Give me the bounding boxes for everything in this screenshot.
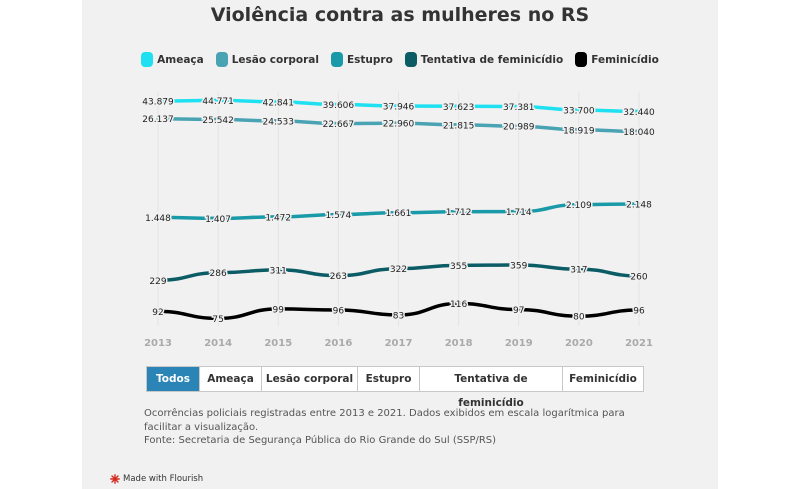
data-label: 260 — [630, 272, 647, 282]
tab-estupro[interactable]: Estupro — [357, 367, 419, 391]
data-label: 311 — [270, 266, 287, 276]
series-line — [156, 98, 641, 114]
data-label: 39.606 — [323, 101, 355, 111]
legend-label: Tentativa de feminicídio — [420, 53, 564, 66]
legend-label: Feminicídio — [591, 53, 659, 66]
legend-item-tentativa-de-feminicidio[interactable]: Tentativa de feminicídio — [404, 52, 564, 67]
data-label: 97 — [513, 306, 524, 316]
chart-panel: Violência contra as mulheres no RS Ameaç… — [82, 0, 718, 489]
tab-feminicidio[interactable]: Feminicídio — [562, 367, 643, 391]
tab-ameaca[interactable]: Ameaça — [199, 367, 261, 391]
data-label: 22.960 — [383, 120, 415, 130]
data-label: 286 — [210, 269, 227, 279]
chart-caption: Ocorrências policiais registradas entre … — [144, 407, 664, 448]
data-label: 83 — [393, 311, 404, 321]
x-tick-label: 2021 — [625, 338, 653, 349]
data-label: 24.533 — [263, 117, 295, 127]
data-label: 322 — [390, 265, 407, 275]
x-tick-label: 2018 — [445, 338, 473, 349]
data-label: 96 — [633, 306, 645, 316]
tab-todos[interactable]: Todos — [147, 367, 199, 391]
data-label: 75 — [212, 315, 223, 325]
data-label: 355 — [450, 262, 467, 272]
x-tick-label: 2014 — [204, 338, 232, 349]
data-label: 25.542 — [202, 116, 234, 126]
data-label: 33.700 — [563, 107, 595, 117]
legend-swatch — [404, 52, 417, 67]
legend-item-lesao-corporal[interactable]: Lesão corporal — [215, 52, 319, 67]
data-label: 43.879 — [142, 98, 174, 108]
x-tick-label: 2017 — [385, 338, 413, 349]
data-label: 1.661 — [386, 209, 412, 219]
legend-swatch — [575, 52, 588, 67]
legend-label: Lesão corporal — [231, 53, 319, 66]
legend-item-feminicidio[interactable]: Feminicídio — [575, 52, 659, 67]
x-tick-label: 2013 — [144, 338, 172, 349]
data-label: 32.440 — [623, 108, 655, 118]
data-label: 21.815 — [443, 121, 475, 131]
made-with-flourish[interactable]: Made with Flourish — [110, 474, 203, 484]
legend-label: Estupro — [346, 53, 393, 66]
data-label: 37.381 — [503, 103, 535, 113]
data-label: 26.137 — [142, 115, 174, 125]
chart-title: Violência contra as mulheres no RS — [210, 4, 590, 26]
data-label: 317 — [570, 266, 587, 276]
legend-item-estupro[interactable]: Estupro — [330, 52, 393, 67]
legend-swatch — [141, 52, 154, 67]
legend: Ameaça Lesão corporal Estupro Tentativa … — [82, 52, 718, 67]
line-chart: 2013 2014 2015 2016 2017 2018 2019 2020 2021 43.8… — [141, 92, 657, 349]
data-label: 1.712 — [446, 208, 472, 218]
filter-tabs: Todos Ameaça Lesão corporal Estupro Tent… — [146, 366, 644, 409]
data-label: 92 — [152, 308, 163, 318]
data-label: 1.407 — [205, 215, 231, 225]
data-label: 116 — [450, 300, 467, 310]
data-label: 22.667 — [323, 120, 355, 130]
data-label: 96 — [333, 306, 345, 316]
data-label: 42.841 — [263, 98, 295, 108]
data-label: 1.714 — [506, 208, 532, 218]
flourish-logo-icon — [110, 474, 120, 484]
data-label: 229 — [149, 277, 166, 287]
x-tick-label: 2020 — [565, 338, 593, 349]
legend-swatch — [215, 52, 228, 67]
legend-swatch — [330, 52, 343, 67]
data-label: 18.040 — [623, 128, 655, 138]
data-label: 99 — [273, 305, 285, 315]
flourish-credit: Made with Flourish — [123, 474, 204, 484]
legend-label: Ameaça — [157, 53, 204, 66]
data-label: 263 — [330, 272, 347, 282]
data-label: 2.148 — [626, 200, 652, 210]
caption-note: Ocorrências policiais registradas entre … — [144, 408, 625, 433]
data-label: 1.574 — [325, 211, 351, 221]
series-line — [156, 263, 641, 283]
data-label: 1.472 — [265, 213, 291, 223]
caption-source: Fonte: Secretaria de Segurança Pública d… — [144, 435, 497, 446]
legend-item-ameaca[interactable]: Ameaça — [141, 52, 204, 67]
x-tick-label: 2016 — [324, 338, 352, 349]
x-tick-label: 2015 — [264, 338, 292, 349]
data-label: 359 — [510, 261, 527, 271]
tab-tentativa-de-feminicidio[interactable]: Tentativa de feminicídio — [419, 367, 562, 409]
series-line — [156, 116, 641, 134]
data-label: 1.448 — [145, 214, 171, 224]
data-label: 20.989 — [503, 123, 535, 133]
data-label: 18.919 — [563, 126, 595, 136]
data-label: 37.946 — [383, 103, 415, 113]
data-label: 37.623 — [443, 103, 475, 113]
series-line — [156, 301, 641, 321]
data-label: 44.771 — [202, 97, 234, 107]
tab-lesao-corporal[interactable]: Lesão corporal — [261, 367, 357, 391]
series-line — [156, 202, 641, 221]
data-label: 80 — [573, 313, 585, 323]
data-label: 2.109 — [566, 201, 592, 211]
x-tick-label: 2019 — [505, 338, 533, 349]
